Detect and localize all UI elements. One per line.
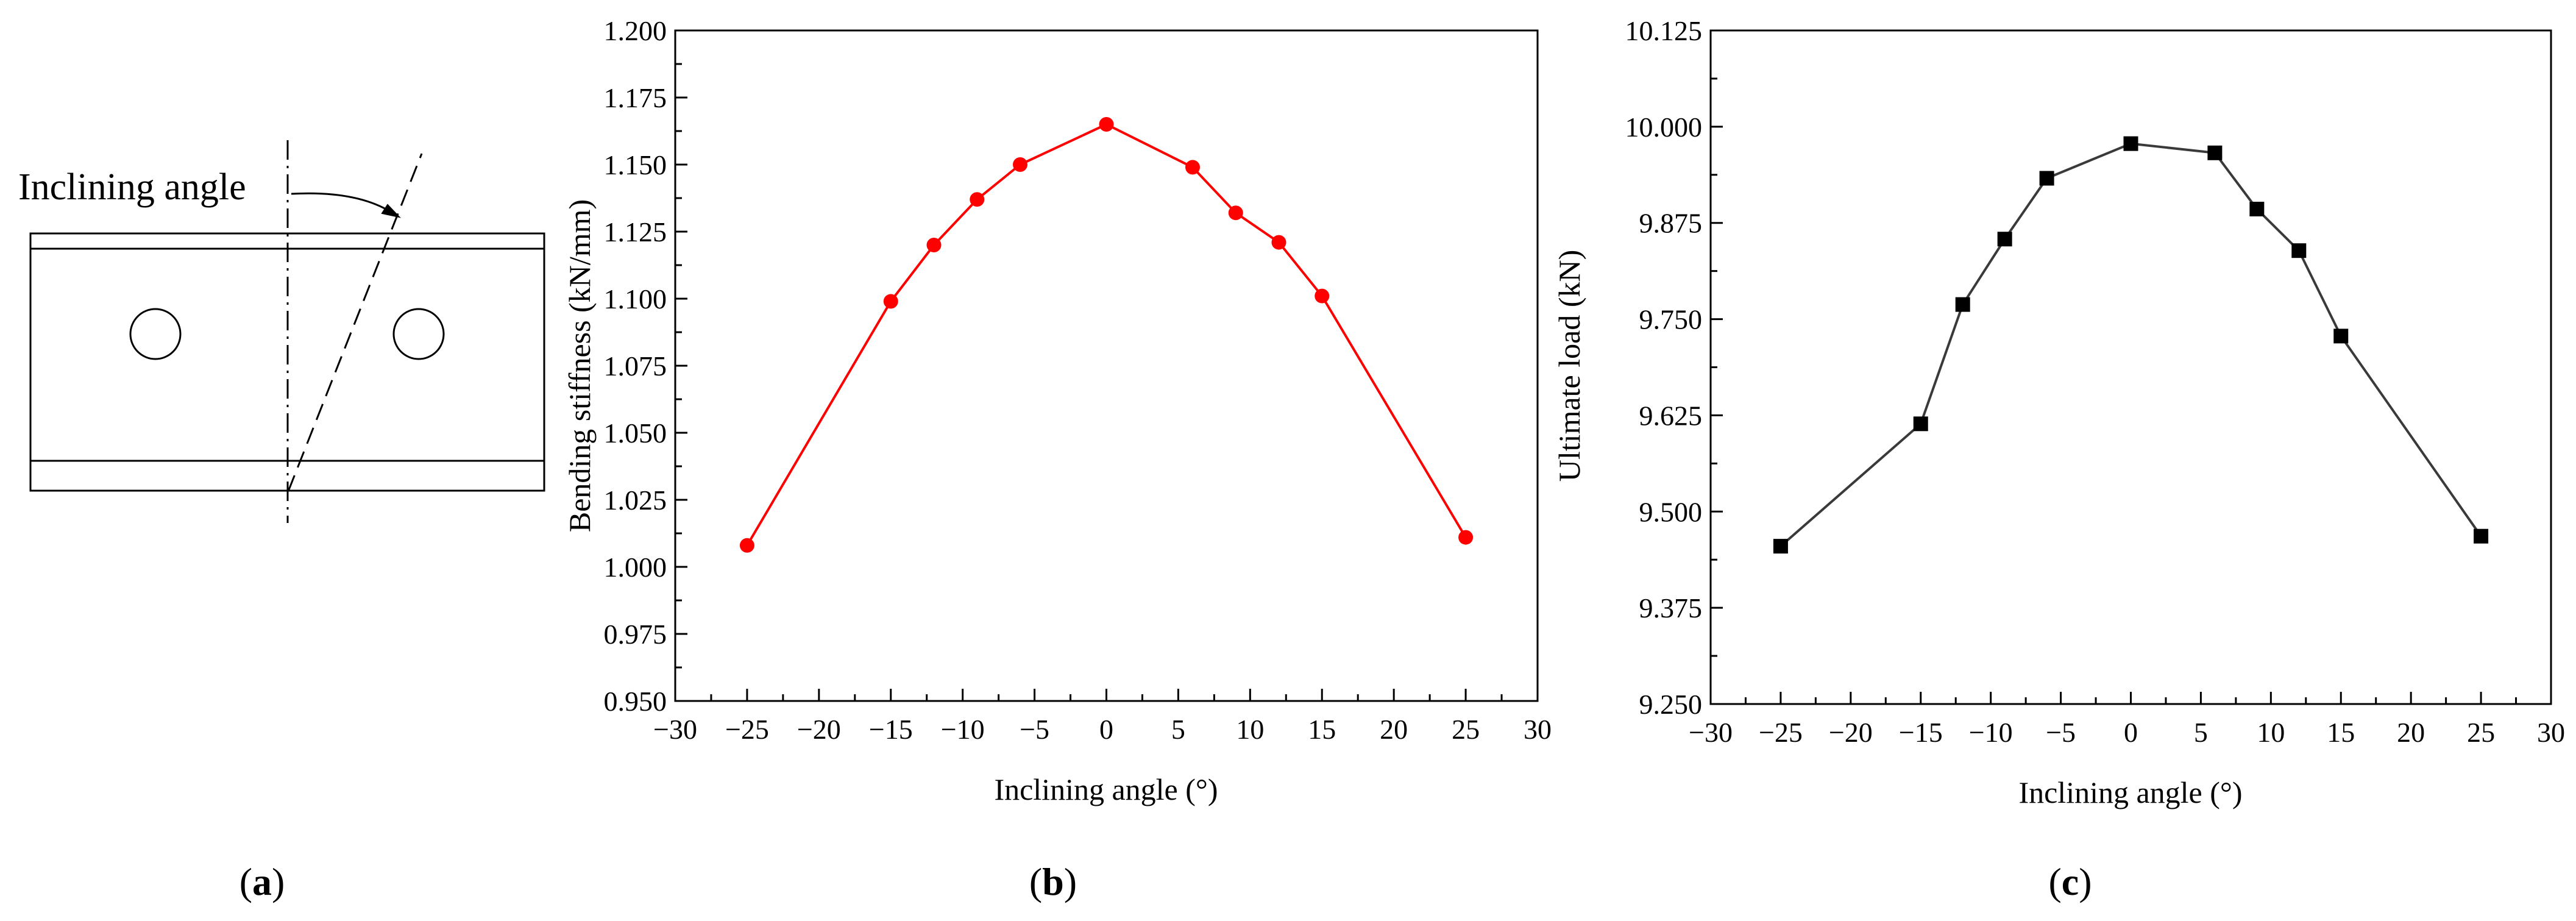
bending-stiffness-chart: −30 −25 −20 −15 −10 −5 0 5 10 15 20 25 30 0.950 0.975 1…	[562, 15, 1552, 806]
angle-arc	[291, 192, 396, 216]
chart-b-xtick-label: −15	[869, 714, 913, 745]
chart-b-data-point	[970, 192, 985, 207]
inclined-dashed-line	[287, 153, 423, 492]
chart-b-xtick-label: −20	[797, 714, 841, 745]
chart-b-xtick-label: 10	[1236, 714, 1264, 745]
chart-c-ytick-label: 10.125	[1625, 15, 1703, 46]
chart-c-xtick-label: 10	[2257, 717, 2285, 748]
chart-b-xtick-label: 5	[1171, 714, 1185, 745]
chart-b-data-point	[926, 238, 942, 252]
chart-b-data-point	[1458, 530, 1474, 545]
chart-c-xtick-label: −15	[1899, 717, 1943, 748]
chart-b-ytick-label: 1.075	[604, 350, 667, 382]
chart-c-data-point	[2039, 171, 2054, 186]
chart-b-xtick-label: −30	[653, 714, 697, 745]
chart-c-data-point	[1997, 232, 2012, 247]
chart-c-xtick-label: 5	[2194, 717, 2208, 748]
chart-b-ylabel: Bending stiffness (kN/mm)	[562, 199, 597, 532]
chart-c-data-point	[2291, 243, 2307, 258]
chart-c-xtick-label: −30	[1689, 717, 1733, 748]
chart-c-series-line	[1779, 142, 2482, 547]
chart-b-ytick-label: 1.200	[604, 15, 667, 46]
chart-c-ytick-label: 9.875	[1639, 208, 1703, 239]
chart-c-xtick-label: −10	[1969, 717, 2013, 748]
chart-c-xtick-label: 0	[2124, 717, 2138, 748]
chart-b-ticks: −30 −25 −20 −15 −10 −5 0 5 10 15 20 25 30 0.950 0.975 1…	[604, 15, 1552, 745]
chart-c-ytick-label: 9.750	[1639, 304, 1703, 335]
chart-c-xtick-label: 25	[2467, 717, 2495, 748]
chart-b-xtick-label: −10	[941, 714, 985, 745]
chart-c-data-point	[2123, 136, 2138, 151]
chart-b-xtick-label: 25	[1452, 714, 1480, 745]
chart-c-xtick-label: 30	[2537, 717, 2565, 748]
chart-c-ticks: −30 −25 −20 −15 −10 −5 0 5 10 15 20 25 30 9.250 9.375 9…	[1625, 15, 2566, 748]
chart-c-xtick-label: 20	[2397, 717, 2425, 748]
chart-b-xtick-label: 30	[1524, 714, 1552, 745]
chart-c-xtick-label: −25	[1759, 717, 1803, 748]
chart-b-ytick-label: 1.050	[604, 418, 667, 449]
chart-b-ytick-label: 0.975	[604, 619, 667, 650]
chart-c-xtick-label: −5	[2046, 717, 2076, 748]
chart-c-data-point	[1773, 539, 1788, 554]
chart-c-xtick-label: −20	[1829, 717, 1873, 748]
chart-c-ylabel: Ultimate load (kN)	[1552, 250, 1586, 482]
chart-b-xtick-label: 0	[1099, 714, 1113, 745]
chart-c-data-point	[2249, 201, 2265, 216]
chart-c-ytick-label: 9.500	[1639, 496, 1703, 527]
panel-label-c: (c)	[2048, 860, 2092, 903]
inclining-angle-diagram: Inclining angle	[18, 140, 545, 523]
chart-b-data-point	[883, 294, 898, 309]
panel-label-a: (a)	[240, 860, 285, 903]
chart-b-xtick-label: 15	[1308, 714, 1336, 745]
chart-b-ytick-label: 0.950	[604, 686, 667, 717]
chart-b-data-point	[1228, 205, 1243, 221]
chart-b-ytick-label: 1.000	[604, 552, 667, 583]
chart-b-ytick-label: 1.025	[604, 485, 667, 516]
chart-c-data-point	[1955, 297, 1970, 312]
chart-b-data-point	[739, 538, 754, 553]
left-bolt-hole	[129, 308, 182, 360]
chart-c-ytick-label: 9.625	[1639, 400, 1703, 431]
chart-b-series	[739, 117, 1474, 553]
chart-c-data-point	[2474, 528, 2489, 544]
chart-b-data-point	[1013, 157, 1027, 172]
chart-b-data-point	[1271, 235, 1286, 250]
chart-b-xtick-label: 20	[1380, 714, 1408, 745]
chart-c-ytick-label: 9.375	[1639, 592, 1703, 624]
chart-c-ytick-label: 9.250	[1639, 689, 1703, 720]
chart-c-xlabel: Inclining angle (°)	[2018, 775, 2242, 809]
chart-b-ytick-label: 1.125	[604, 216, 667, 247]
chart-b-data-point	[1315, 288, 1330, 304]
chart-b-ytick-label: 1.175	[604, 82, 667, 113]
panel-label-b: (b)	[1029, 860, 1077, 903]
angle-arrowhead	[381, 204, 401, 218]
chart-c-series	[1773, 136, 2489, 554]
chart-b-data-point	[1099, 117, 1114, 132]
chart-c-ytick-label: 10.000	[1625, 112, 1703, 143]
chart-b-ytick-label: 1.100	[604, 283, 667, 315]
chart-b-xtick-label: −25	[725, 714, 769, 745]
chart-b-ytick-label: 1.150	[604, 149, 667, 180]
chart-b-xlabel: Inclining angle (°)	[994, 772, 1218, 806]
right-bolt-hole	[392, 308, 445, 360]
chart-c-frame	[1709, 29, 2552, 705]
diagram-label: Inclining angle	[18, 166, 246, 208]
chart-b-xtick-label: −5	[1020, 714, 1049, 745]
chart-c-xtick-label: 15	[2327, 717, 2355, 748]
chart-c-data-point	[1913, 416, 1928, 432]
chart-c-data-point	[2333, 329, 2349, 344]
ultimate-load-chart: −30 −25 −20 −15 −10 −5 0 5 10 15 20 25 30 9.250 9.375 9…	[1552, 15, 2565, 809]
chart-b-data-point	[1185, 160, 1200, 175]
chart-c-data-point	[2207, 145, 2223, 160]
chart-b-series-line	[746, 123, 1467, 546]
